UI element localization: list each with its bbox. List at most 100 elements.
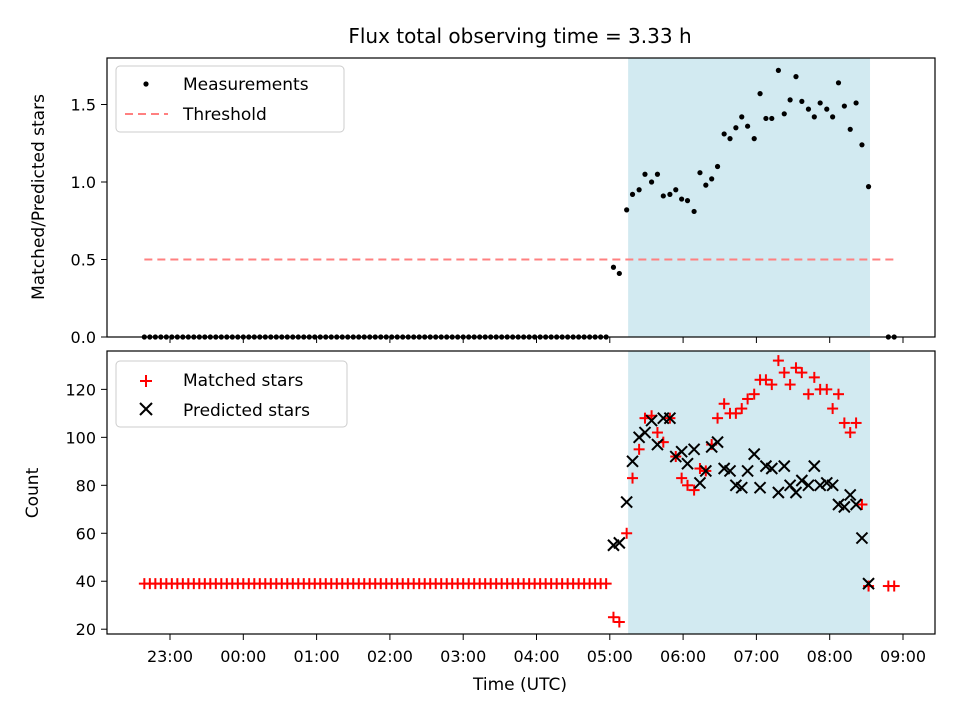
predicted-star-point — [826, 479, 839, 492]
x-axis-label: Time (UTC) — [472, 675, 567, 695]
measurement-point — [811, 114, 817, 120]
measurement-point — [763, 115, 769, 122]
measurement-point — [824, 106, 830, 112]
count-x-tick-label: 04:00 — [513, 647, 559, 666]
measurement-point — [775, 67, 781, 73]
count-y-tick-label: 100 — [65, 428, 96, 447]
predicted-star-point — [613, 536, 626, 550]
count-x-tick-label: 23:00 — [147, 647, 193, 666]
predicted-star-point — [855, 531, 869, 545]
predicted-star-point — [651, 438, 664, 451]
measurements-legend-marker — [143, 81, 149, 87]
matched-star-point — [748, 388, 760, 400]
count-axes-frame — [106, 350, 936, 635]
matched-star-point — [790, 362, 802, 374]
count-y-tick-label: 60 — [76, 524, 96, 543]
predicted-star-point — [675, 445, 688, 458]
predicted-star-point — [838, 500, 851, 514]
predicted-star-point — [789, 486, 803, 499]
measurement-point — [709, 176, 715, 182]
measurement-point — [679, 196, 685, 202]
matched-star-point — [856, 498, 868, 510]
measurement-point — [721, 131, 727, 137]
matched-star-point — [760, 374, 772, 386]
ratio-y-tick-label: 1.5 — [71, 96, 96, 115]
measurement-point — [793, 74, 799, 80]
measurement-point — [830, 114, 836, 120]
matched-star-point — [688, 484, 700, 496]
measurement-point — [610, 264, 617, 270]
matched-star-point — [808, 371, 820, 383]
predicted-star-point — [681, 457, 694, 470]
predicted-star-point — [723, 464, 737, 478]
measurement-point — [769, 115, 775, 122]
predicted-star-point — [735, 481, 748, 494]
count-x-tick-label: 02:00 — [367, 647, 413, 666]
predicted-star-point — [772, 486, 785, 499]
measurement-point — [667, 191, 673, 197]
measurement-point — [745, 123, 751, 129]
measurement-point — [648, 179, 655, 185]
predicted-star-points — [607, 411, 875, 590]
matched-star-point — [832, 388, 844, 400]
count-legend-box — [115, 360, 348, 428]
matched-star-point — [736, 403, 748, 415]
predicted-star-point — [795, 474, 809, 487]
measurement-point — [636, 187, 642, 193]
matched-star-point — [613, 616, 625, 628]
measurement-point — [739, 114, 745, 120]
measurement-point — [697, 170, 703, 176]
measurement-point — [733, 125, 739, 131]
measurement-point — [805, 106, 812, 112]
measurement-point — [757, 91, 763, 97]
matched-star-point — [796, 367, 808, 379]
predicted-star-point — [813, 479, 827, 492]
predicted-star-point — [645, 414, 658, 427]
ratio-y-ticks: 0.0 0.5 1.0 1.5 — [71, 96, 107, 347]
ratio-panel: 0.0 0.5 1.0 1.5 Matched/Predicted stars Mea… — [29, 57, 936, 347]
count-x-tick-label: 07:00 — [733, 647, 779, 666]
measurement-point — [673, 187, 679, 193]
matched-star-point — [802, 388, 814, 400]
matched-star-point — [718, 398, 730, 410]
matched-star-point — [766, 379, 778, 391]
measurement-point — [841, 103, 847, 109]
matched-star-point — [651, 427, 663, 439]
predicted-star-point — [747, 447, 761, 461]
measurement-point — [654, 171, 661, 177]
matched-legend-label: Matched stars — [183, 371, 303, 391]
count-x-tick-label: 00:00 — [220, 647, 266, 666]
threshold-legend-label: Threshold — [182, 105, 267, 125]
predicted-star-point — [711, 435, 724, 449]
measurement-point — [835, 80, 842, 86]
matched-star-point — [681, 479, 693, 491]
predicted-star-point — [753, 481, 767, 494]
predicted-star-point — [693, 476, 707, 490]
measurement-point — [660, 193, 666, 199]
matched-star-point — [742, 393, 754, 405]
measurement-point — [624, 207, 630, 213]
measurement-point — [853, 100, 859, 106]
count-legend: Matched stars Predicted stars — [115, 360, 348, 428]
count-x-tick-label: 05:00 — [587, 647, 633, 666]
ratio-axes-frame — [106, 57, 936, 338]
measurement-point — [684, 198, 691, 204]
count-x-tick-label: 06:00 — [660, 647, 706, 666]
measurement-point — [714, 163, 721, 170]
matched-star-points — [138, 355, 900, 628]
measurement-point — [799, 98, 805, 104]
measurements-legend-label: Measurements — [183, 75, 309, 95]
matched-star-point — [772, 355, 784, 367]
count-y-tick-label: 20 — [76, 620, 96, 639]
ratio-y-tick-label: 0.5 — [71, 251, 96, 270]
count-y-label: Count — [23, 467, 43, 518]
measurement-point — [787, 97, 793, 103]
count-x-ticks: 23:00 00:00 01:00 02:00 03:00 04:00 05:00 06:00… — [147, 634, 926, 666]
ratio-x-ticks — [169, 337, 904, 343]
measurement-point — [817, 100, 823, 106]
count-y-tick-label: 40 — [76, 572, 96, 591]
predicted-star-point — [844, 488, 857, 502]
predicted-star-point — [778, 459, 791, 473]
count-x-tick-label: 01:00 — [294, 647, 340, 666]
